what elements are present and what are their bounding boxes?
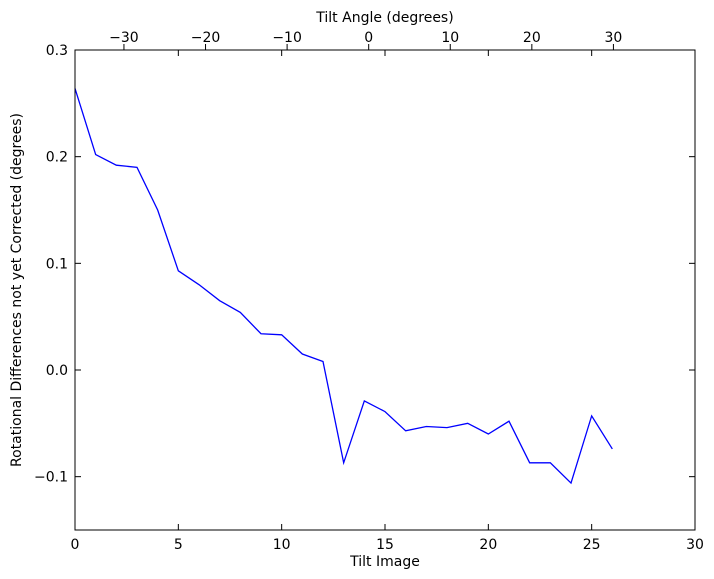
left-axis-ticks: −0.1 0.0 0.1 0.2 0.3: [34, 43, 695, 486]
x2-tick-label: 0: [364, 30, 373, 46]
x-tick-label: 20: [479, 537, 497, 553]
y-tick-label: 0.1: [46, 256, 68, 272]
x-axis-label: Tilt Image: [349, 554, 420, 570]
plot-frame: [74, 49, 696, 531]
data-point: [550, 462, 551, 463]
data-point: [240, 312, 241, 313]
plot-background: [75, 50, 695, 530]
data-point: [198, 284, 199, 285]
y-tick-label: 0.2: [46, 150, 68, 166]
data-point: [446, 427, 447, 428]
series-layer: [74, 88, 613, 485]
data-point: [281, 334, 282, 335]
x-tick-label: 5: [174, 537, 183, 553]
top-axis-ticks: −30 −20 −10 0 10 20 30: [109, 30, 622, 50]
x-tick-label: 25: [583, 537, 601, 553]
x2-tick-label: −30: [109, 30, 139, 46]
data-point: [364, 400, 365, 401]
data-point: [343, 462, 344, 463]
top-axis-label: Tilt Angle (degrees): [315, 10, 453, 26]
data-point: [116, 165, 117, 166]
data-point: [219, 300, 220, 301]
x-tick-label: 0: [71, 537, 80, 553]
data-point: [322, 361, 323, 362]
data-point: [260, 333, 261, 334]
data-point: [178, 270, 179, 271]
data-point: [426, 426, 427, 427]
data-point: [95, 154, 96, 155]
data-point: [612, 448, 613, 449]
series-line-1: [74, 88, 613, 485]
data-point: [157, 209, 158, 210]
data-point: [591, 415, 592, 416]
x2-tick-label: −10: [272, 30, 302, 46]
data-point: [508, 421, 509, 422]
data-point: [384, 411, 385, 412]
data-point: [405, 430, 406, 431]
y-axis-label: Rotational Differences not yet Corrected…: [9, 113, 25, 467]
x-tick-label: 10: [273, 537, 291, 553]
x2-tick-label: 30: [605, 30, 623, 46]
data-point: [570, 482, 571, 483]
data-point: [467, 423, 468, 424]
y-tick-label: 0.0: [46, 363, 68, 379]
data-point: [302, 353, 303, 354]
data-point: [529, 462, 530, 463]
x2-tick-label: 10: [441, 30, 459, 46]
y-tick-label: −0.1: [34, 470, 68, 486]
x2-tick-label: −20: [191, 30, 221, 46]
x-tick-label: 15: [376, 537, 394, 553]
data-point: [136, 167, 137, 168]
x2-tick-label: 20: [523, 30, 541, 46]
bottom-axis-ticks: 0 5 10 15 20 25 30: [71, 50, 704, 553]
x-tick-label: 30: [686, 537, 704, 553]
y-tick-label: 0.3: [46, 43, 68, 59]
data-point: [488, 433, 489, 434]
